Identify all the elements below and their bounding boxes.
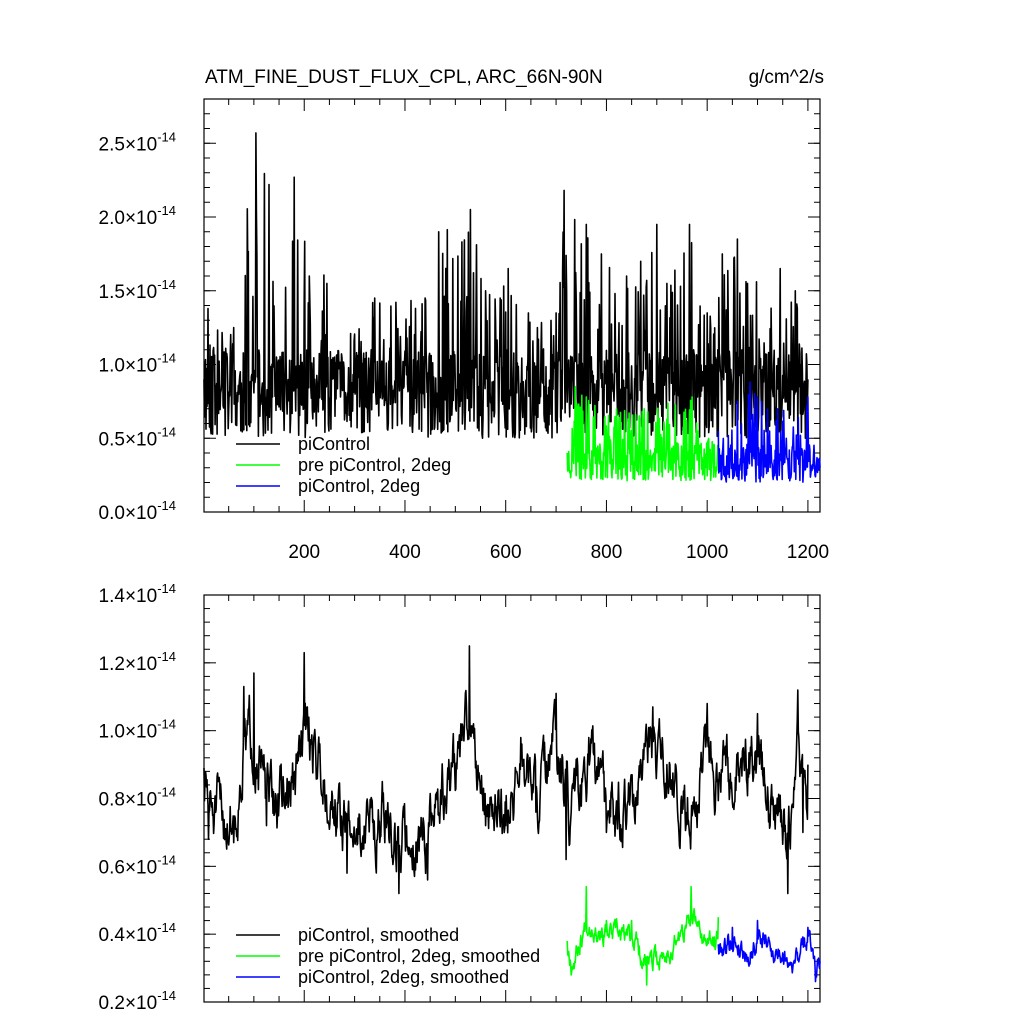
chart-title: ATM_FINE_DUST_FLUX_CPL, ARC_66N-90N: [205, 67, 603, 88]
x-tick-label: 1200: [787, 542, 829, 563]
top-tick-marks: [204, 98, 820, 513]
y-tick-label: 0.6×10-14: [99, 852, 176, 878]
legend-label: piControl: [298, 434, 370, 454]
bottom-y-tick-labels: 0.2×10-14 0.4×10-14 0.6×10-14 0.8×10-14 1.0×…: [99, 581, 176, 1014]
series-line-3: [717, 381, 821, 483]
y-tick-label: 0.8×10-14: [99, 785, 176, 811]
y-tick-label: 2.0×10-14: [99, 203, 176, 229]
y-tick-label: 1.2×10-14: [99, 649, 176, 675]
bottom-panel: 0.2×10-14 0.4×10-14 0.6×10-14 0.8×10-14 1.0×…: [99, 581, 821, 1014]
y-tick-label: 2.5×10-14: [99, 129, 176, 155]
units-label: g/cm^2/s: [749, 67, 824, 88]
legend-label: piControl, smoothed: [298, 925, 459, 945]
series-line-3: [717, 919, 821, 983]
y-tick-label: 0.5×10-14: [99, 424, 176, 450]
series-line-2: [566, 385, 719, 482]
bottom-series-lines: [203, 645, 821, 986]
y-tick-label: 0.4×10-14: [99, 920, 176, 946]
y-tick-label: 1.0×10-14: [99, 351, 176, 377]
y-tick-label: 0.2×10-14: [99, 988, 176, 1014]
top-x-tick-labels: 200 400 600 800 1000 1200: [288, 542, 829, 563]
legend-label: piControl, 2deg, smoothed: [298, 967, 509, 987]
y-tick-label: 1.4×10-14: [99, 581, 176, 607]
x-tick-label: 400: [389, 542, 421, 563]
y-tick-label: 1.5×10-14: [99, 277, 176, 303]
top-panel: 0.0×10-14 0.5×10-14 1.0×10-14 1.5×10-14 2.0×…: [99, 98, 829, 563]
y-tick-label: 0.0×10-14: [99, 498, 176, 524]
x-tick-label: 200: [288, 542, 320, 563]
legend-label: piControl, 2deg: [298, 476, 420, 496]
x-tick-label: 800: [591, 542, 623, 563]
legend-label: pre piControl, 2deg: [298, 455, 451, 475]
top-y-tick-labels: 0.0×10-14 0.5×10-14 1.0×10-14 1.5×10-14 2.0×…: [99, 129, 176, 524]
x-tick-label: 1000: [686, 542, 728, 563]
legend-label: pre piControl, 2deg, smoothed: [298, 946, 540, 966]
series-line-1: [203, 132, 809, 440]
series-line-1: [203, 645, 809, 895]
y-tick-label: 1.0×10-14: [99, 717, 176, 743]
x-tick-label: 600: [490, 542, 522, 563]
top-series-lines: [203, 132, 821, 483]
series-line-2: [566, 885, 720, 986]
